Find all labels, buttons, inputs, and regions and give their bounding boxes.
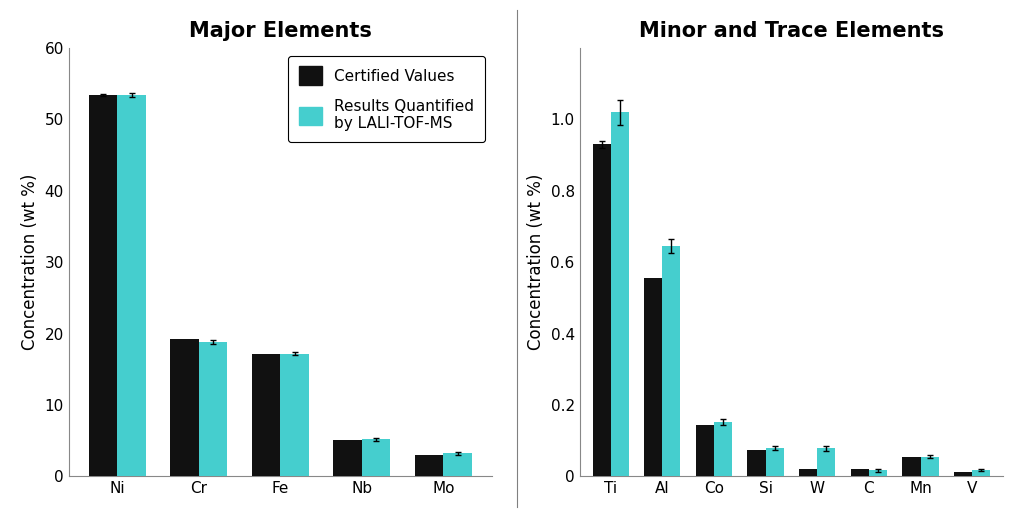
Bar xyxy=(252,354,281,476)
Bar xyxy=(972,470,990,476)
Bar xyxy=(696,424,714,476)
Bar xyxy=(334,440,361,476)
Title: Major Elements: Major Elements xyxy=(189,21,372,41)
Bar xyxy=(89,95,118,476)
Y-axis label: Concentration (wt %): Concentration (wt %) xyxy=(20,174,39,351)
Bar xyxy=(415,455,443,476)
Bar xyxy=(663,246,680,476)
Bar xyxy=(443,453,472,476)
Bar xyxy=(817,448,836,476)
Bar xyxy=(118,95,146,476)
Bar xyxy=(361,439,390,476)
Y-axis label: Concentration (wt %): Concentration (wt %) xyxy=(527,174,545,351)
Bar xyxy=(714,422,732,476)
Bar xyxy=(766,448,783,476)
Bar xyxy=(851,469,868,476)
Legend: Certified Values, Results Quantified
by LALI-TOF-MS: Certified Values, Results Quantified by … xyxy=(288,56,484,142)
Bar xyxy=(799,469,817,476)
Title: Minor and Trace Elements: Minor and Trace Elements xyxy=(639,21,944,41)
Bar xyxy=(593,144,610,476)
Bar xyxy=(610,112,629,476)
Bar xyxy=(199,342,227,476)
Bar xyxy=(868,470,887,476)
Bar xyxy=(281,354,309,476)
Bar xyxy=(748,450,766,476)
Bar xyxy=(170,339,199,476)
Bar xyxy=(954,472,972,476)
Bar xyxy=(902,457,921,476)
Bar xyxy=(921,457,939,476)
Bar xyxy=(644,278,663,476)
